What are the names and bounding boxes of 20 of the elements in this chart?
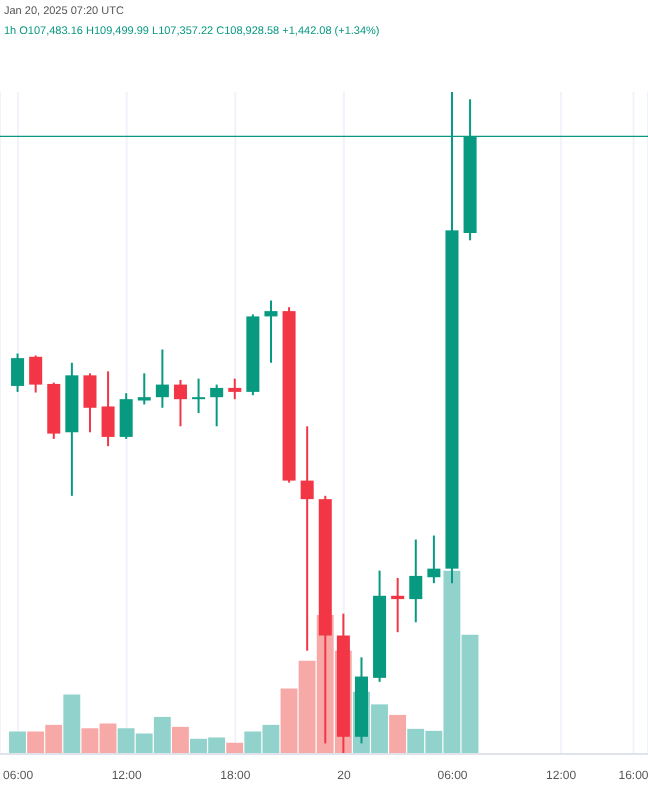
- candlestick: [101, 370, 115, 448]
- candlestick: [391, 576, 405, 634]
- candlestick: [29, 354, 43, 394]
- candlestick: [210, 383, 224, 428]
- bar: [171, 726, 189, 754]
- candlestick: [192, 377, 206, 415]
- candlestick: [137, 372, 151, 406]
- candlestick: [228, 377, 242, 401]
- candlestick: [300, 425, 314, 652]
- candlestick: [119, 392, 133, 440]
- candlestick: [409, 538, 423, 624]
- candlestick: [11, 352, 25, 393]
- bar: [9, 731, 26, 754]
- candlestick: [264, 299, 278, 364]
- bar: [389, 714, 407, 754]
- candlestick: [427, 534, 441, 585]
- candlestick: [83, 372, 97, 434]
- candlestick: [155, 348, 169, 409]
- candlestick: [173, 378, 187, 428]
- bar: [63, 694, 81, 754]
